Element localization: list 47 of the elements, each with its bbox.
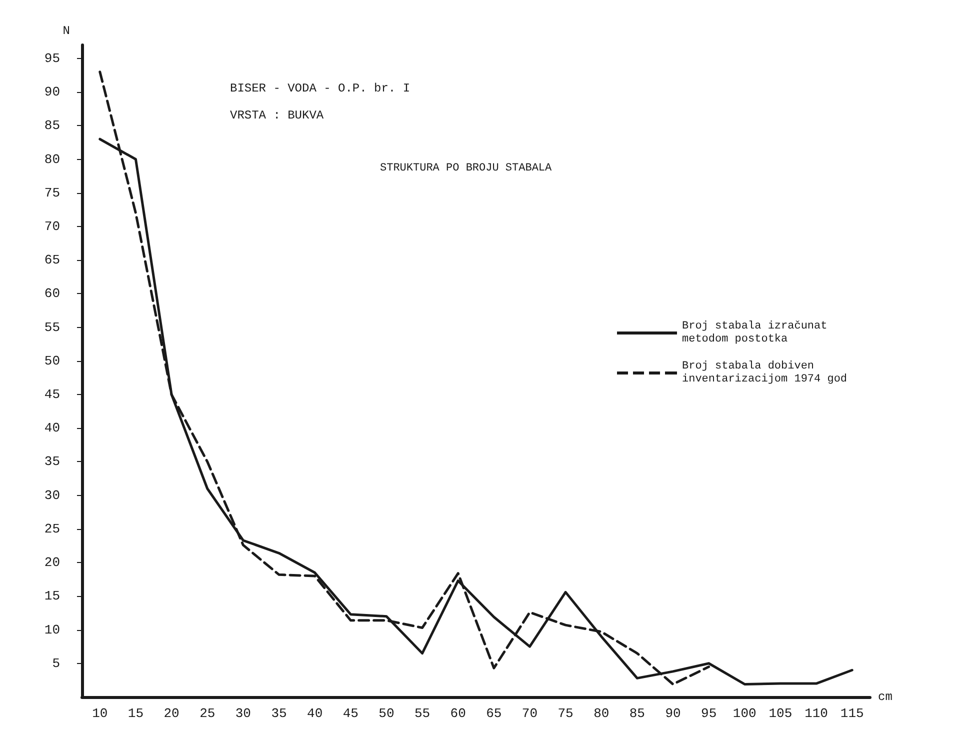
y-tick-label: 45 [44,387,60,402]
x-tick-label: 15 [128,706,144,721]
y-tick-label: 90 [44,84,60,100]
x-tick-label: 60 [450,706,466,721]
x-tick-label: 95 [701,706,717,721]
y-tick-label: 85 [44,118,60,134]
x-tick-label: 80 [594,706,610,721]
x-tick-label: 100 [732,706,756,721]
x-tick-label: 55 [414,706,430,721]
x-axis-title: cm [878,690,892,704]
y-tick-label: 55 [44,320,60,335]
x-tick-label: 40 [307,706,323,721]
x-tick-label: 105 [768,706,792,721]
y-tick-label: 35 [44,454,60,470]
x-tick-label: 115 [840,706,864,721]
y-tick-label: 40 [44,420,60,436]
x-tick-label: 90 [665,706,681,721]
y-tick-label: 30 [44,488,60,503]
x-tick-label: 10 [92,706,108,721]
x-tick-label: 65 [486,706,502,721]
text: STRUKTURA PO BROJU STABALA [380,162,552,174]
legend-label: Broj stabala dobiven inventarizacijom 1974 god [682,360,848,386]
x-tick-label: 110 [804,706,828,721]
x-tick-label: 85 [629,706,645,721]
x-tick-label: 25 [200,706,216,721]
text: BISER - VODA - O.P. br. I VRSTA : BUKVA [230,82,410,122]
x-tick-label: 20 [164,706,180,721]
y-tick-label: 75 [44,185,60,200]
y-tick-label: 60 [44,286,60,302]
y-axis-title: N [62,24,70,38]
y-tick-label: 50 [44,353,60,368]
x-tick-label: 50 [378,706,394,721]
y-tick-label: 65 [44,252,60,268]
y-tick-label: 10 [44,622,60,638]
y-tick-label: 15 [44,588,60,604]
y-tick-label: 80 [44,152,60,167]
y-tick-label: 20 [44,555,60,570]
y-tick-label: 25 [44,521,60,536]
legend-label: Broj stabala izračunat metodom postotka [682,320,834,346]
y-tick-label: 95 [44,50,60,66]
y-tick-label: 70 [44,218,60,234]
x-tick-label: 45 [342,706,358,721]
x-tick-label: 75 [558,706,574,721]
x-tick-label: 35 [271,706,287,721]
x-tick-label: 30 [235,706,251,721]
x-tick-label: 70 [522,706,538,721]
y-tick-label: 5 [52,656,60,671]
